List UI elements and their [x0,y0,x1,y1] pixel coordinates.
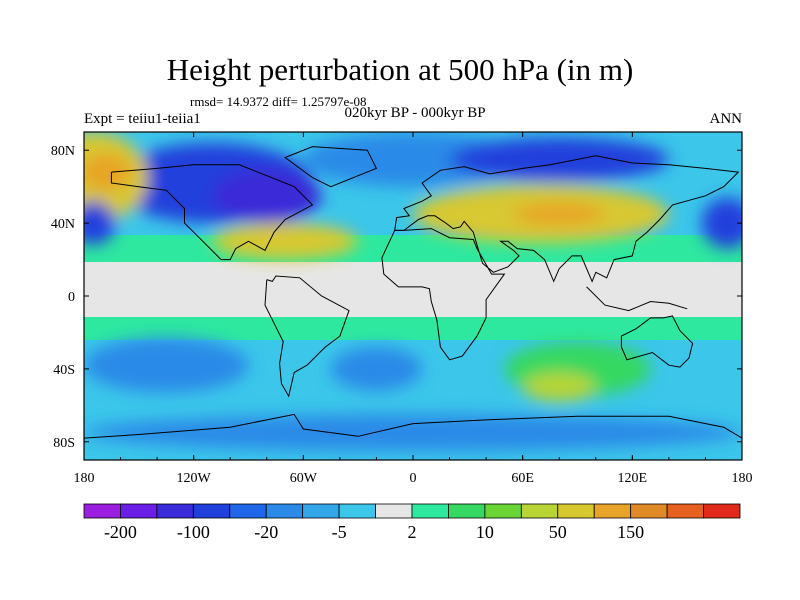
field-anomaly-15 [84,414,742,451]
colorbar-swatch [520,503,559,519]
y-axis: 80N 40N 0 40S 80S [51,144,742,451]
colorbar: -200 -100 -20 -5 2 10 50 150 [83,503,741,542]
field-anomaly-7 [513,203,605,225]
x-tick-label: 120W [177,471,212,486]
season-label: ANN [709,111,743,127]
colorbar-swatch [411,503,449,519]
x-tick-label: 0 [410,471,417,486]
experiment-label: Expt = teiiu1-teiia1 [84,111,201,127]
colorbar-swatch [557,503,595,519]
colorbar-swatch [448,503,486,519]
colorbar-swatch [593,503,632,519]
colorbar-swatch [375,503,413,519]
colorbar-swatch [83,503,121,519]
colorbar-swatch [666,503,704,519]
field-anomaly-10 [84,201,116,245]
colorbar-swatch [484,503,522,519]
colorbar-label: 150 [617,522,644,542]
y-tick-label: 40S [53,363,75,378]
y-tick-label: 40N [51,217,75,232]
colorbar-label: -20 [254,522,278,542]
field-anomaly-9 [701,197,742,249]
colorbar-label: 10 [476,522,494,542]
period-label: 020kyr BP - 000kyr BP [344,105,486,121]
field-anomaly-14 [522,372,596,402]
colorbar-swatch [302,503,340,519]
field-anomaly-1 [211,168,322,224]
colorbar-label: -200 [104,522,137,542]
y-tick-label: 80N [51,144,75,159]
colorbar-swatch [703,503,741,519]
colorbar-swatch [192,503,231,519]
coastline-3 [381,228,506,361]
plot-title: Height perturbation at 500 hPa (in m) [166,52,634,87]
y-tick-label: 0 [68,290,75,305]
colorbar-label: 50 [549,522,567,542]
x-axis: 180 120W 60W 0 60E 120E 180 [74,132,753,486]
field-anomaly-12 [330,347,423,391]
field-anomaly-5 [84,153,132,191]
coastline-0 [110,164,314,261]
x-tick-label: 180 [74,471,95,486]
colorbar-label: -5 [332,522,347,542]
colorbar-label: 2 [408,522,417,542]
colorbar-swatch [156,503,194,519]
field-anomaly-3 [449,137,669,182]
field-neutral-band [84,262,742,317]
coastline-5 [620,315,694,368]
colorbar-swatch [265,503,304,519]
field-anomaly-11 [84,337,249,393]
height-field [84,132,742,460]
field-anomaly-2 [303,132,523,187]
coastline-6 [84,413,742,439]
x-tick-label: 180 [732,471,753,486]
colorbar-swatch [630,503,668,519]
x-tick-label: 120E [618,471,648,486]
x-tick-label: 60E [511,471,534,486]
colorbar-swatch [338,503,376,519]
coastline-4 [394,155,740,283]
coastline-2 [284,146,378,188]
coastline-7 [586,286,688,312]
coastline-outline [84,146,742,439]
colorbar-swatch [229,503,267,519]
colorbar-swatch [120,503,158,519]
field-anomaly-8 [211,223,359,260]
stats-text: rmsd= 14.9372 diff= 1.25797e-08 [190,94,367,109]
colorbar-label: -100 [177,522,210,542]
x-tick-label: 60W [290,471,318,486]
y-tick-label: 80S [53,436,75,451]
coastline-1 [264,275,350,398]
